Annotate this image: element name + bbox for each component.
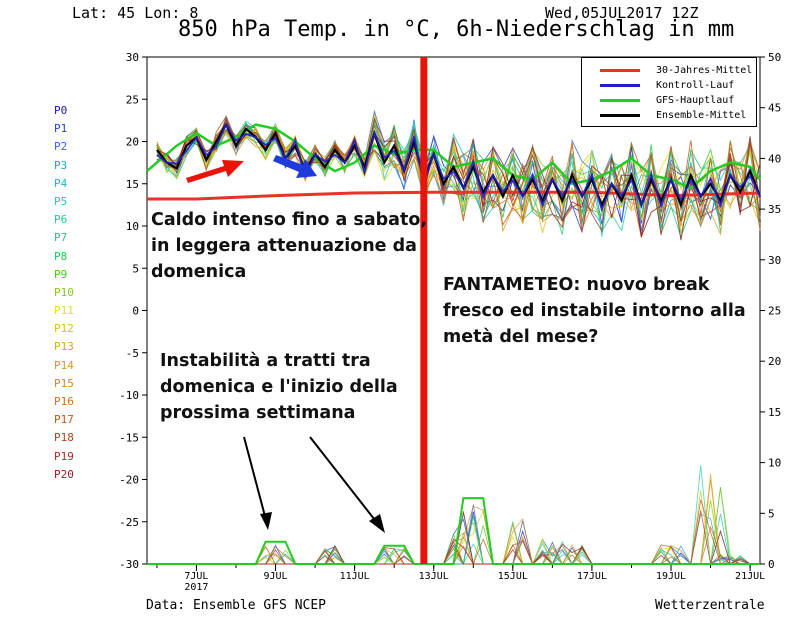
member-p18: P18	[54, 431, 74, 445]
red-arrow-annotation	[186, 160, 244, 183]
left-tick-label: 10	[126, 220, 139, 233]
member-p11: P11	[54, 304, 74, 318]
x-tick-label: 9JUL	[263, 571, 287, 582]
left-tick-label: 15	[126, 178, 139, 191]
member-p6: P6	[54, 213, 68, 227]
x-tick-label: 11JUL	[340, 571, 370, 582]
right-tick-label: 35	[768, 203, 781, 216]
annotation-instability: Instabilità a tratti tra domenica e l'in…	[160, 351, 398, 423]
left-tick-label: -30	[119, 558, 139, 571]
right-tick-label: 0	[768, 558, 775, 571]
member-p19: P19	[54, 449, 74, 463]
left-tick-label: 20	[126, 136, 139, 149]
member-precip-line	[147, 510, 760, 565]
right-tick-label: 5	[768, 507, 775, 520]
legend-entry: 30-Jahres-Mittel	[582, 64, 756, 78]
left-tick-label: -15	[119, 431, 139, 444]
legend-label: Ensemble-Mittel	[656, 110, 747, 121]
legend: 30-Jahres-Mittel Kontroll-Lauf GFS-Hauptla…	[581, 57, 757, 127]
run-date: Wed,05JUL2017 12Z	[545, 4, 699, 22]
member-p2: P2	[54, 140, 68, 154]
annotation-heat: Caldo intenso fino a sabato, in leggera …	[151, 210, 428, 282]
legend-entry: GFS-Hauptlauf	[582, 94, 756, 108]
x-tick-label: 7JUL	[184, 571, 208, 582]
left-tick-label: -10	[119, 389, 139, 402]
legend-label: 30-Jahres-Mittel	[656, 65, 753, 76]
legend-label: Kontroll-Lauf	[656, 80, 735, 91]
x-tick-label: 19JUL	[656, 571, 686, 582]
blue-arrow-annotation	[273, 155, 317, 178]
black-arrow-1-shaft	[243, 436, 267, 521]
x-tick-sublabel: 2017	[184, 582, 208, 593]
member-temp-line	[156, 118, 761, 236]
member-p20: P20	[54, 467, 74, 481]
right-tick-label: 30	[768, 254, 781, 267]
left-tick-label: 25	[126, 93, 139, 106]
left-tick-label: -20	[119, 474, 139, 487]
right-tick-label: 50	[768, 51, 781, 64]
right-tick-label: 20	[768, 355, 781, 368]
right-tick-label: 45	[768, 102, 781, 115]
left-tick-label: 0	[132, 305, 139, 318]
member-p9: P9	[54, 267, 68, 281]
member-p8: P8	[54, 249, 68, 263]
chart-title: 850 hPa Temp. in °C, 6h-Niederschlag in …	[178, 17, 735, 42]
black-arrow-2-head	[369, 514, 385, 533]
member-p14: P14	[54, 358, 74, 372]
annotation-fantameteo: FANTAMETEO: nuovo break fresco ed instab…	[443, 275, 746, 347]
legend-swatch	[600, 99, 640, 102]
black-arrow-2-shaft	[309, 436, 379, 525]
member-list: P0 P1 P2 P3 P4 P5 P6 P7 P8 P9 P10 P11 P12 P13 P14 P15 P1…	[54, 102, 94, 484]
member-p10: P10	[54, 285, 74, 299]
left-tick-label: -5	[126, 347, 139, 360]
member-p7: P7	[54, 231, 68, 245]
left-tick-label: 30	[126, 51, 139, 64]
member-precip-line	[147, 511, 760, 565]
right-tick-label: 10	[768, 457, 781, 470]
x-tick-label: 21JUL	[735, 571, 765, 582]
x-tick-label: 15JUL	[498, 571, 528, 582]
x-tick-label: 17JUL	[577, 571, 607, 582]
legend-swatch	[600, 84, 640, 87]
black-arrow-1-head	[260, 512, 272, 530]
brand-label: Wetterzentrale	[655, 598, 765, 613]
legend-entry: Ensemble-Mittel	[582, 109, 756, 123]
member-p5: P5	[54, 194, 68, 208]
member-precip-line	[147, 511, 760, 566]
left-tick-label: -25	[119, 516, 139, 529]
member-p0: P0	[54, 104, 68, 117]
member-p17: P17	[54, 413, 74, 427]
right-tick-label: 40	[768, 152, 781, 165]
member-p16: P16	[54, 395, 74, 408]
member-p3: P3	[54, 158, 68, 172]
legend-label: GFS-Hauptlauf	[656, 95, 735, 106]
legend-swatch	[600, 69, 640, 72]
control-run-line	[156, 122, 761, 213]
member-p1: P1	[54, 122, 68, 136]
gfs-precip-line	[147, 497, 760, 565]
left-tick-label: 5	[132, 262, 139, 275]
legend-swatch	[600, 114, 640, 117]
member-p12: P12	[54, 322, 74, 336]
member-p4: P4	[54, 176, 68, 190]
right-tick-label: 15	[768, 406, 781, 419]
data-source: Data: Ensemble GFS NCEP	[146, 598, 327, 613]
right-tick-label: 25	[768, 305, 781, 318]
location-label: Lat: 45 Lon: 8	[72, 4, 199, 22]
member-p15: P15	[54, 376, 74, 390]
legend-entry: Kontroll-Lauf	[582, 79, 756, 93]
x-tick-label: 13JUL	[419, 571, 449, 582]
member-p13: P13	[54, 340, 74, 354]
